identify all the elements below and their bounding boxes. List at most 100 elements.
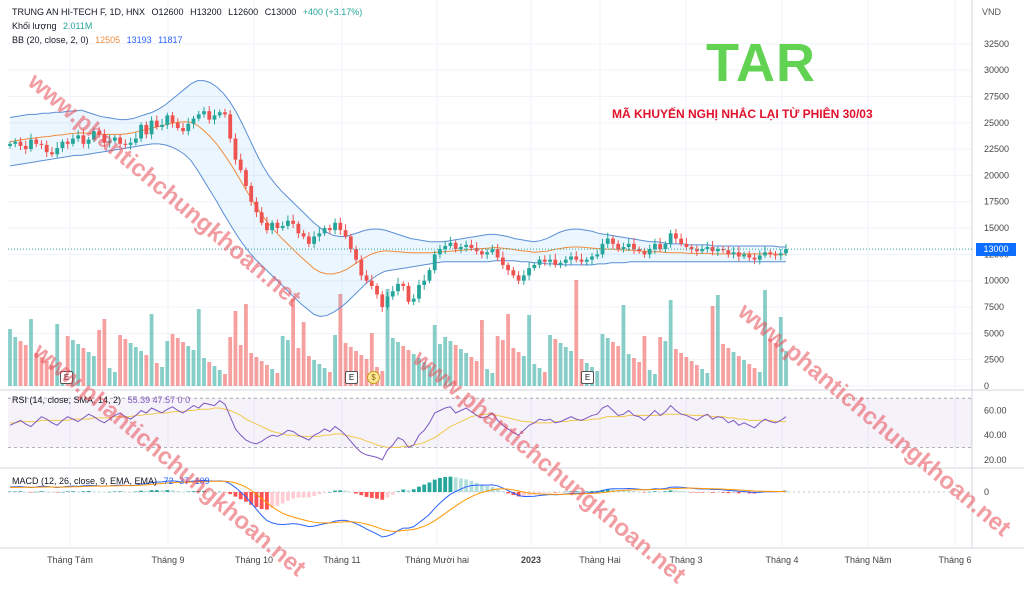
macd-histogram-bar (312, 492, 317, 496)
volume-bar (532, 364, 537, 386)
macd-histogram-bar (663, 491, 668, 492)
volume-bar (757, 372, 762, 386)
macd-histogram-bar (689, 492, 694, 493)
candle-body (160, 124, 164, 127)
volume-bar (259, 361, 264, 386)
candle-body (632, 243, 636, 250)
candle-body (542, 259, 547, 262)
volume-bar (118, 335, 123, 386)
macd-histogram-bar (611, 489, 615, 492)
macd-histogram-bar (280, 492, 285, 504)
volume-bar (747, 364, 752, 386)
candle-body (228, 114, 233, 139)
volume-bar (469, 357, 474, 386)
candle-body (611, 238, 615, 244)
candle-body (710, 247, 715, 252)
volume-bar (160, 367, 164, 386)
macd-histogram-bar (427, 482, 432, 492)
dividend-badge[interactable]: $ (367, 371, 380, 384)
candle-body (532, 264, 537, 269)
volume-bar (495, 336, 500, 386)
volume-bar (322, 368, 327, 386)
candle-body (375, 285, 379, 295)
volume-bar (642, 336, 647, 386)
macd-histogram-bar (133, 491, 138, 493)
volume-bar (448, 341, 453, 386)
candle-body (516, 275, 521, 281)
volume-bar (396, 342, 400, 386)
high-value: H13200 (190, 7, 222, 17)
time-axis-label: Tháng 6 (938, 555, 971, 565)
candle-body (91, 131, 96, 140)
volume-bar (76, 344, 81, 386)
macd-histogram-bar (354, 492, 358, 494)
symbol-line: TRUNG AN HI-TECH F, 1D, HNX (12, 7, 146, 17)
candle-body (626, 243, 631, 248)
candle-body (616, 243, 621, 250)
volume-bar (474, 361, 479, 386)
earnings-badge[interactable]: E (581, 371, 594, 384)
macd-histogram-bar (479, 484, 484, 492)
candle-body (406, 285, 411, 302)
volume-bar (621, 305, 626, 386)
volume-bar (684, 357, 689, 386)
candle-body (453, 242, 458, 250)
candle-body (784, 249, 788, 254)
currency-label: VND (982, 7, 1002, 17)
candle-body (563, 259, 568, 263)
candle-body (280, 225, 285, 229)
macd-histogram-bar (537, 492, 542, 494)
volume-bar (102, 319, 107, 386)
candle-body (217, 112, 222, 116)
volume-bar (563, 347, 568, 386)
price-tick-label: 32500 (984, 39, 1009, 49)
macd-label: MACD (12, 26, close, 9, EMA, EMA) (12, 476, 158, 486)
candle-body (186, 123, 191, 132)
candle-body (76, 135, 81, 139)
macd-histogram-bar (742, 492, 746, 494)
volume-bar (270, 369, 275, 386)
candle-body (637, 249, 642, 252)
last-price-label: 13000 (976, 242, 1016, 256)
macd-histogram-bar (107, 491, 112, 493)
low-value: L12600 (228, 7, 259, 17)
volume-bar (244, 304, 248, 386)
macd-histogram-bar (34, 491, 39, 493)
candle-body (202, 111, 206, 115)
macd-legend[interactable]: MACD (12, 26, close, 9, EMA, EMA) 72 -37… (12, 476, 214, 486)
earnings-badge[interactable]: E (345, 371, 358, 384)
macd-histogram-bar (637, 491, 642, 493)
volume-legend[interactable]: Khối lượng 2.011M (12, 21, 96, 31)
price-tick-label: 22500 (984, 144, 1009, 154)
macd-histogram-bar (296, 492, 301, 498)
candle-body (684, 243, 689, 248)
macd-histogram-bar (369, 492, 374, 498)
candle-body (380, 294, 385, 308)
macd-histogram-bar (29, 492, 33, 493)
macd-pane (8, 476, 972, 538)
rsi-legend[interactable]: RSI (14, close, SMA, 14, 2) 55.39 47.57 … (12, 395, 194, 405)
macd-histogram-bar (191, 491, 196, 492)
candle-body (254, 201, 259, 213)
volume-bar (705, 373, 710, 386)
volume-bar (385, 289, 390, 386)
price-tick-label: 17500 (984, 197, 1009, 207)
chart-axes: 0250050007500100001250015000175002000022… (47, 39, 1009, 565)
bb-legend[interactable]: BB (20, close, 2, 0) 12505 13193 11817 (12, 35, 187, 45)
candle-body (348, 236, 353, 250)
macd-signal-line (9, 480, 787, 532)
candle-body (658, 243, 663, 250)
candle-body (238, 159, 243, 171)
rsi-pane (8, 397, 972, 461)
macd-histogram-bar (579, 491, 584, 492)
candle-body (569, 256, 573, 260)
price-tick-label: 25000 (984, 118, 1009, 128)
price-chart[interactable]: 0250050007500100001250015000175002000022… (0, 0, 1024, 577)
candle-body (170, 115, 175, 123)
macd-histogram-bar (217, 491, 222, 493)
candle-body (558, 262, 563, 265)
volume-bar (18, 341, 23, 386)
earnings-badge[interactable]: E (60, 371, 73, 384)
candle-body (700, 249, 705, 252)
symbol-legend[interactable]: TRUNG AN HI-TECH F, 1D, HNX O12600 H1320… (12, 7, 366, 17)
